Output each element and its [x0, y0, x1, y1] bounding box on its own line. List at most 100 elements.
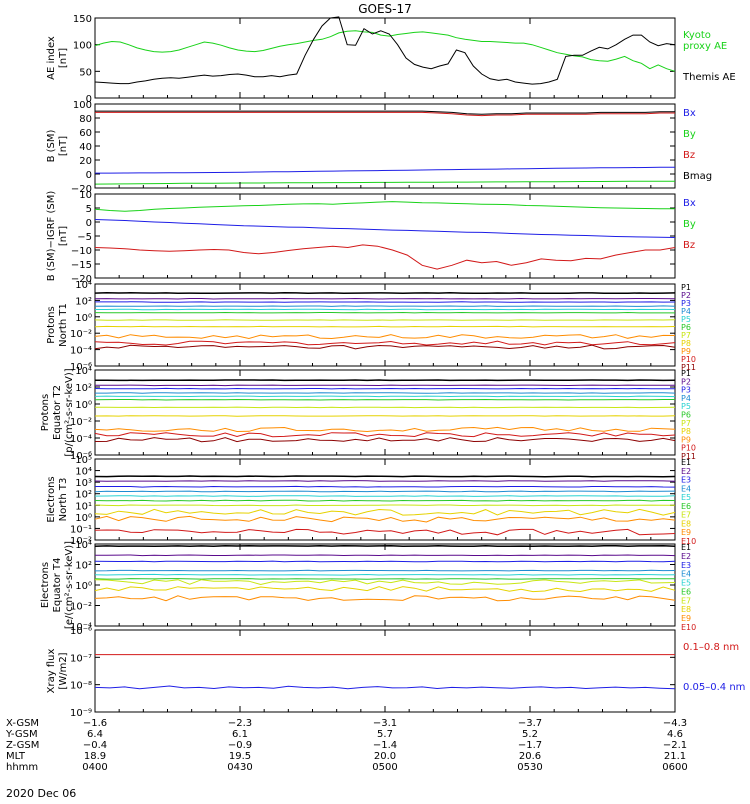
y-axis-label-line: [nT]	[58, 226, 69, 246]
y-axis-label-line: Equator T4	[52, 558, 63, 613]
x-tick-label-y_gsm: 5.2	[522, 729, 538, 740]
legend-label-3: Bz	[683, 240, 695, 251]
panel-frame	[95, 544, 675, 626]
x-tick-label-y_gsm: 6.4	[87, 729, 103, 740]
panel-frame	[95, 284, 675, 366]
level-line-7	[95, 320, 675, 321]
legend-label-line: Bmag	[683, 171, 712, 182]
y-tick-label: 10⁻⁶	[70, 626, 92, 637]
y-axis-label-line: Electrons	[40, 562, 51, 608]
y-tick-label: 10⁻⁸	[70, 681, 92, 692]
y-tick-label: 10⁰	[75, 581, 92, 592]
panel-frame	[95, 459, 675, 540]
y-axis-label-line: [p/(cm²‑s‑sr‑keV)]	[64, 368, 75, 456]
y-axis-label: ElectronsNorth T3	[46, 476, 69, 522]
x-tick-label-hhmm: 0430	[227, 762, 252, 773]
legend-label-e2: E2	[681, 552, 691, 561]
level-line-6	[95, 500, 675, 501]
legend-label-line: 0.1–0.8 nm	[683, 642, 739, 653]
y-tick-label: 40	[79, 142, 92, 153]
x-tick-label-y_gsm: 5.7	[377, 729, 393, 740]
level-line-8	[95, 416, 675, 417]
x-row-label-hhmm: hhmm	[6, 762, 38, 773]
legend-label-line: By	[683, 219, 696, 230]
x-row-label-z_gsm: Z-GSM	[6, 740, 39, 751]
x-tick-label-x_gsm: −4.3	[663, 718, 687, 729]
y-tick-label: 150	[73, 14, 92, 25]
x-tick-label-mlt: 20.0	[374, 751, 396, 762]
x-tick-label-hhmm: 0500	[372, 762, 397, 773]
legend-label-e6: E6	[681, 502, 691, 511]
y-axis-label-line: [nT]	[58, 48, 69, 68]
level-line-10	[95, 433, 675, 437]
legend-label-e10: E10	[681, 623, 696, 632]
level-line-8	[95, 326, 675, 327]
y-tick-label: −15	[71, 260, 92, 271]
level-line-3	[95, 486, 675, 487]
x-tick-label-x_gsm: −1.6	[83, 718, 107, 729]
plot-title: GOES-17	[358, 2, 412, 16]
y-tick-label: 10²	[75, 383, 92, 394]
legend-label-e5: E5	[681, 579, 691, 588]
x-tick-label-z_gsm: −0.4	[83, 740, 107, 751]
y-tick-label: 100	[73, 100, 92, 111]
y-tick-label: 50	[79, 67, 92, 78]
level-line-5	[95, 309, 675, 310]
series-line-2	[95, 17, 675, 84]
level-line-4	[95, 491, 675, 492]
panel-frame	[95, 18, 675, 98]
y-tick-label: 10⁻⁷	[70, 653, 92, 664]
legend-label-2: By	[683, 219, 696, 230]
x-row-label-y_gsm: Y-GSM	[5, 729, 38, 740]
series-line-2	[95, 202, 675, 212]
y-axis-label-line: Equator T2	[52, 385, 63, 440]
legend-label-4: Bmag	[683, 171, 712, 182]
legend-label-line: Bz	[683, 150, 695, 161]
x-tick-label-mlt: 18.9	[84, 751, 106, 762]
level-line-2	[95, 299, 675, 300]
x-tick-label-y_gsm: 4.6	[667, 729, 683, 740]
y-axis-label-line: North T1	[58, 303, 69, 347]
level-line-6	[95, 579, 675, 580]
level-line-4	[95, 393, 675, 394]
y-axis-label-line: [W/m2]	[58, 652, 69, 689]
x-row-label-x_gsm: X-GSM	[6, 718, 39, 729]
x-tick-label-z_gsm: −2.1	[663, 740, 687, 751]
date-label: 2020 Dec 06	[6, 787, 76, 800]
y-axis-label-line: [e/(cm²‑s‑sr‑keV)]	[64, 541, 75, 629]
legend-label-e1: E1	[681, 458, 691, 467]
level-line-7	[95, 505, 675, 506]
y-axis-label-line: Electrons	[46, 476, 57, 522]
legend-label-2: 0.05–0.4 nm	[683, 682, 745, 693]
series-line-1	[95, 220, 675, 238]
level-line-1	[95, 476, 675, 477]
y-axis-label: ProtonsEquator T2[p/(cm²‑s‑sr‑keV)]	[40, 368, 75, 456]
y-axis-label: ProtonsNorth T1	[46, 303, 69, 347]
x-tick-label-z_gsm: −1.4	[373, 740, 397, 751]
x-tick-label-hhmm: 0600	[662, 762, 687, 773]
x-tick-label-hhmm: 0400	[82, 762, 107, 773]
y-axis-label: Xray flux[W/m2]	[46, 649, 69, 694]
legend-label-3: Bz	[683, 150, 695, 161]
level-line-3	[95, 561, 675, 562]
y-tick-label: 10⁵	[75, 455, 92, 466]
legend-label-line: Kyoto	[683, 30, 711, 41]
legend-label-e8: E8	[681, 605, 691, 614]
level-line-2	[95, 385, 675, 386]
y-tick-label: 80	[79, 114, 92, 125]
legend-label-e4: E4	[681, 570, 691, 579]
legend-label-2: By	[683, 129, 696, 140]
y-tick-label: 10⁴	[75, 366, 92, 377]
level-line-5	[95, 574, 675, 575]
level-line-10	[95, 341, 675, 345]
y-tick-label: 10¹	[75, 501, 92, 512]
y-tick-label: 10²	[75, 561, 92, 572]
y-tick-label: 10²	[75, 296, 92, 307]
